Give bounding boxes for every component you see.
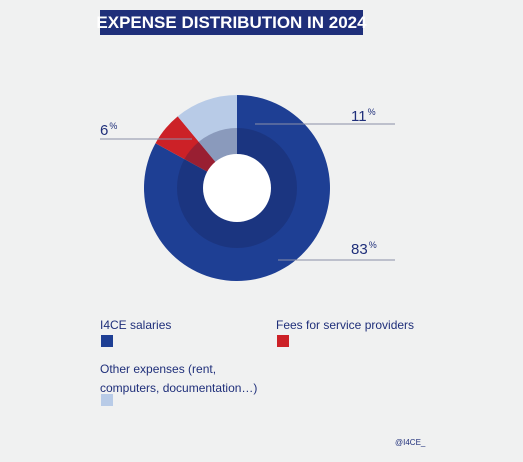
- value-label-11: 11%: [351, 107, 376, 125]
- title-banner: EXPENSE DISTRIBUTION IN 2024: [96, 10, 367, 35]
- legend-label-other: Other expenses (rent, computers, documen…: [100, 360, 257, 398]
- value-label-6: 6%: [100, 121, 118, 139]
- legend-label-other-line1: Other expenses (rent,: [100, 362, 217, 376]
- chart-title: EXPENSE DISTRIBUTION IN 2024: [96, 12, 367, 32]
- legend-swatch-salaries: [101, 335, 113, 347]
- credit-text: @I4CE_: [395, 438, 426, 447]
- legend-label-fees: Fees for service providers: [276, 318, 415, 332]
- donut-hole: [203, 154, 271, 222]
- value-label-83: 83%: [351, 240, 377, 258]
- legend-swatch-other: [101, 394, 113, 406]
- legend-label-salaries: I4CE salaries: [100, 318, 172, 332]
- legend-label-other-line2: computers, documentation…): [100, 381, 258, 395]
- legend-swatch-fees: [277, 335, 289, 347]
